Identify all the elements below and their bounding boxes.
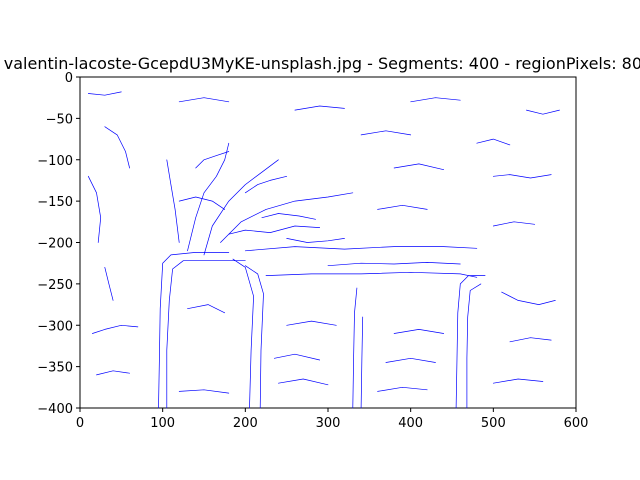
segment-inner-leg-a xyxy=(352,287,358,409)
segment-curve-top-2 xyxy=(294,105,345,111)
segment-table-left-leg-inner xyxy=(166,260,246,409)
segment-curve-top-1 xyxy=(178,97,230,103)
segment-table-top-edge xyxy=(244,246,478,252)
y-tick-label: −250 xyxy=(37,278,73,293)
segment-plant-stem-2 xyxy=(203,159,279,256)
x-tick-label: 600 xyxy=(564,416,589,431)
segment-curve-mid-1 xyxy=(393,163,445,171)
segment-plant-stem-1 xyxy=(187,142,230,252)
chart-title: valentin-lacoste-GcepdU3MyKE-unsplash.jp… xyxy=(4,54,640,73)
segment-curve-mid-2 xyxy=(377,204,428,210)
segment-table-top-under xyxy=(265,271,478,278)
segment-curve-mid-7 xyxy=(385,357,436,363)
segment-curve-bottom-3 xyxy=(377,386,428,392)
segments-layer xyxy=(87,91,560,409)
segment-curve-mid-10 xyxy=(476,138,511,146)
x-tick-label: 200 xyxy=(233,416,258,431)
x-axis: 0 100 200 300 400 500 600 xyxy=(76,408,589,431)
segment-curve-mid-6 xyxy=(273,353,321,361)
segment-table-mid-leg-inner xyxy=(244,265,264,409)
segment-curve-top-4 xyxy=(360,130,412,136)
segment-table-apron xyxy=(327,262,461,267)
segment-curve-mid-9 xyxy=(526,109,560,115)
segment-curve-top-3 xyxy=(410,97,461,103)
segment-curve-right-3 xyxy=(501,291,556,305)
y-tick-label: 0 xyxy=(65,71,73,86)
segment-curve-mid-4 xyxy=(393,329,445,334)
y-tick-label: −50 xyxy=(46,112,73,127)
y-tick-label: −200 xyxy=(37,237,73,252)
plot-area xyxy=(79,76,577,409)
x-tick-label: 300 xyxy=(316,416,341,431)
segment-plant-leaf-3 xyxy=(244,175,288,194)
segment-table-left-leg-outer xyxy=(158,252,230,409)
segment-plant-stem-4 xyxy=(220,192,354,243)
segment-table-right-leg-inner xyxy=(466,283,482,409)
y-tick-label: −400 xyxy=(37,402,73,417)
segment-table-mid-leg-outer xyxy=(232,258,254,409)
segment-curve-right-1 xyxy=(492,174,552,179)
y-tick-label: −300 xyxy=(37,319,73,334)
segment-curve-bottom-1 xyxy=(178,389,230,394)
segment-curve-mid-3 xyxy=(286,320,337,326)
segment-curve-bottom-2 xyxy=(278,378,329,386)
segment-plant-leaf-6 xyxy=(286,238,345,243)
segment-plant-leaf-1 xyxy=(178,196,226,210)
y-tick-label: −100 xyxy=(37,154,73,169)
segment-curve-bottom-4 xyxy=(492,378,544,384)
segment-curve-left-2 xyxy=(104,266,114,301)
segment-curve-right-2 xyxy=(492,221,536,227)
segment-inner-leg-b xyxy=(360,316,364,409)
x-tick-label: 100 xyxy=(150,416,175,431)
segment-plant-stem-3 xyxy=(166,159,180,243)
segment-curve-left-3 xyxy=(92,324,139,334)
segment-plant-leaf-5 xyxy=(261,213,316,220)
segment-curve-left-4 xyxy=(96,370,130,376)
segment-curve-mid-8 xyxy=(87,91,122,96)
x-tick-label: 500 xyxy=(481,416,506,431)
segment-curve-right-4 xyxy=(509,337,552,343)
y-tick-label: −350 xyxy=(37,361,73,376)
segment-plant-leaf-2 xyxy=(228,225,321,235)
x-tick-label: 0 xyxy=(76,416,84,431)
y-axis: 0 −50 −100 −150 −200 −250 −300 −350 −400 xyxy=(37,71,80,417)
y-tick-label: −150 xyxy=(37,195,73,210)
x-tick-label: 400 xyxy=(398,416,423,431)
segment-table-right-leg-outer xyxy=(455,275,486,409)
segment-plant-leaf-4 xyxy=(195,151,230,169)
segment-curve-left-1 xyxy=(87,175,102,243)
segment-curve-left-5 xyxy=(104,126,130,169)
segment-curve-mid-5 xyxy=(187,304,226,314)
